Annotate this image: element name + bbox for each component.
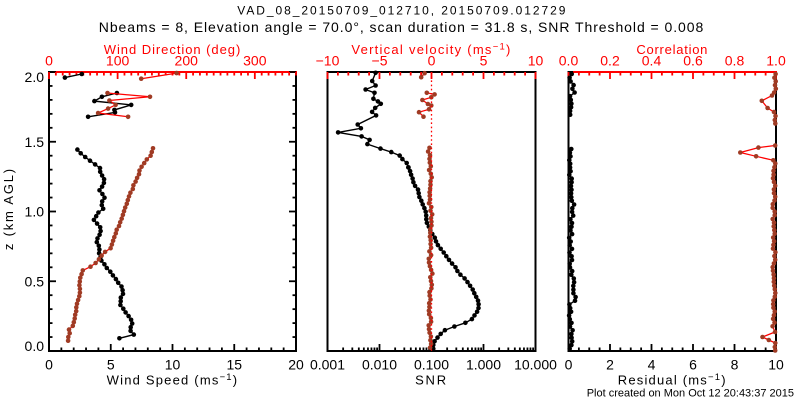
- svg-text:1.0: 1.0: [25, 204, 45, 220]
- svg-text:z (km AGL): z (km AGL): [1, 167, 16, 250]
- svg-text:1.5: 1.5: [25, 134, 45, 150]
- svg-text:0.001: 0.001: [310, 357, 345, 373]
- svg-text:SNR: SNR: [415, 372, 448, 387]
- svg-text:0: 0: [565, 357, 573, 373]
- svg-text:10: 10: [528, 53, 544, 69]
- svg-text:2: 2: [606, 357, 614, 373]
- svg-text:0: 0: [45, 357, 53, 373]
- svg-text:1.000: 1.000: [466, 357, 501, 373]
- svg-text:300: 300: [243, 53, 267, 69]
- svg-text:0.0: 0.0: [25, 338, 45, 354]
- svg-text:10.000: 10.000: [514, 357, 557, 373]
- svg-text:5: 5: [107, 357, 115, 373]
- svg-text:−5: −5: [372, 53, 388, 69]
- svg-text:20: 20: [288, 357, 304, 373]
- svg-text:10: 10: [768, 357, 784, 373]
- svg-text:6: 6: [689, 357, 697, 373]
- svg-text:VAD_08_20150709_012710, 201507: VAD_08_20150709_012710, 20150709.012729: [237, 4, 567, 18]
- svg-text:0.010: 0.010: [362, 357, 397, 373]
- svg-text:Correlation: Correlation: [636, 42, 708, 57]
- svg-text:0.6: 0.6: [683, 53, 703, 69]
- svg-text:0.4: 0.4: [642, 53, 662, 69]
- svg-text:0.8: 0.8: [725, 53, 745, 69]
- svg-text:200: 200: [175, 53, 199, 69]
- svg-text:Nbeams = 8, Elevation angle =: Nbeams = 8, Elevation angle = 70.0°, sca…: [99, 19, 704, 35]
- svg-text:Vertical velocity (ms−1): Vertical velocity (ms−1): [351, 41, 511, 57]
- svg-text:Plot created on Mon Oct 12 20:: Plot created on Mon Oct 12 20:43:37 2015: [587, 388, 794, 400]
- svg-text:0.5: 0.5: [25, 273, 45, 289]
- svg-text:15: 15: [226, 357, 242, 373]
- svg-text:8: 8: [731, 357, 739, 373]
- svg-text:−10: −10: [316, 53, 340, 69]
- svg-text:2.0: 2.0: [25, 69, 45, 85]
- svg-text:4: 4: [648, 357, 656, 373]
- svg-text:100: 100: [106, 53, 130, 69]
- svg-text:1.0: 1.0: [766, 53, 786, 69]
- svg-text:Wind Speed (ms−1): Wind Speed (ms−1): [107, 372, 239, 388]
- svg-text:0.100: 0.100: [414, 357, 449, 373]
- svg-text:0.2: 0.2: [600, 53, 620, 69]
- svg-text:5: 5: [480, 53, 488, 69]
- svg-text:0: 0: [428, 53, 436, 69]
- svg-text:Residual (ms−1): Residual (ms−1): [618, 372, 727, 388]
- svg-text:0: 0: [45, 53, 53, 69]
- svg-text:Wind Direction (deg): Wind Direction (deg): [104, 42, 242, 57]
- svg-text:10: 10: [165, 357, 181, 373]
- svg-text:0.0: 0.0: [559, 53, 579, 69]
